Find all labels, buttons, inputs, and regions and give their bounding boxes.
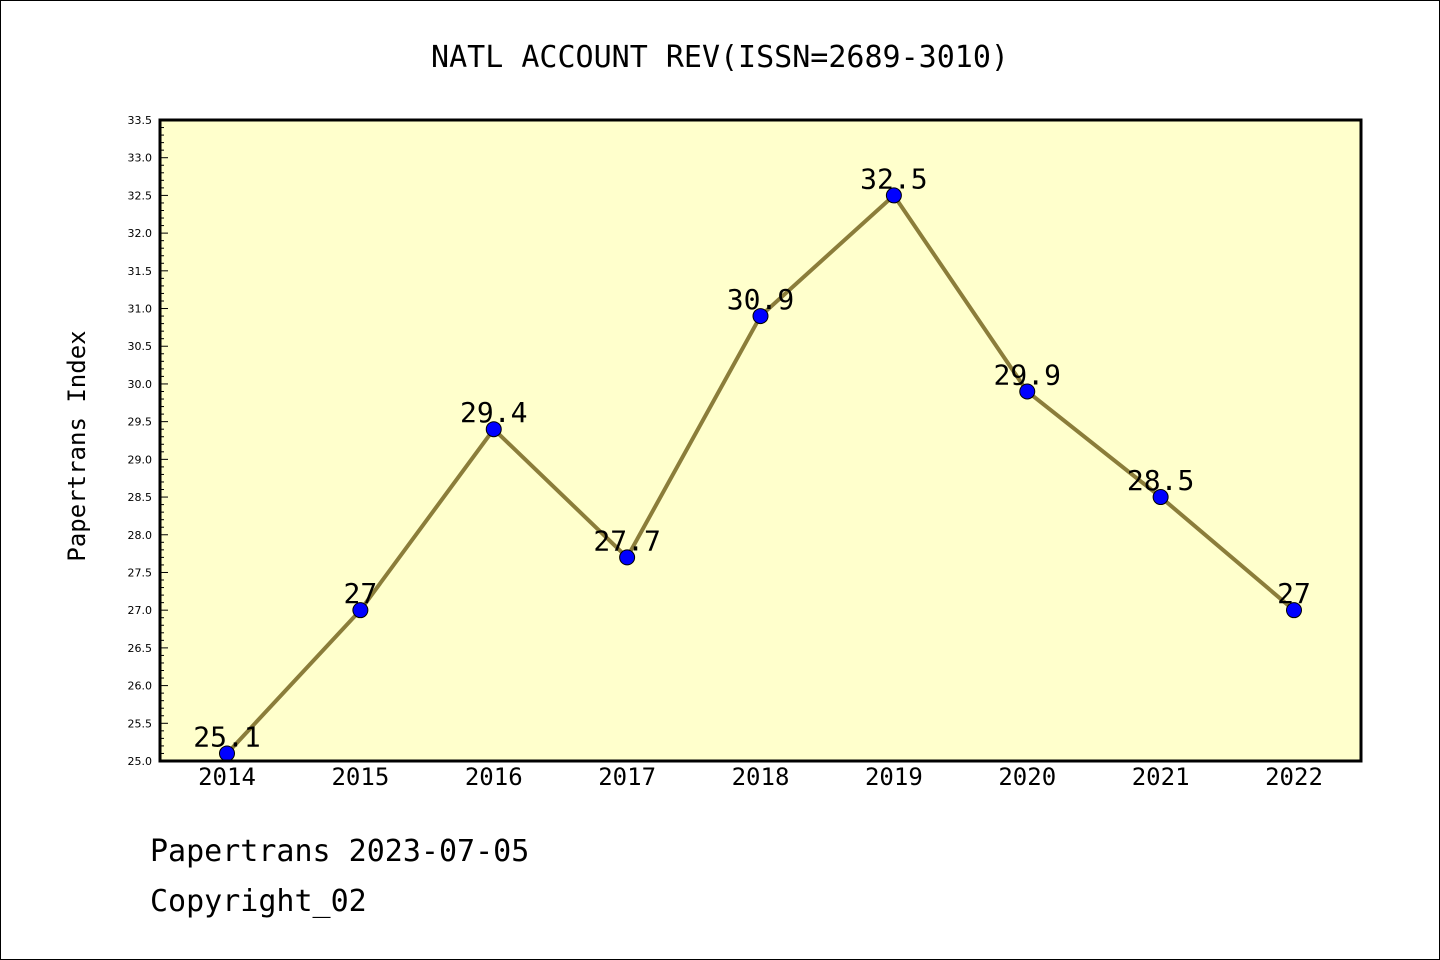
y-tick-label: 28.5 bbox=[128, 491, 153, 504]
data-point bbox=[1286, 602, 1302, 619]
y-tick-label: 33.0 bbox=[128, 152, 153, 165]
x-tick-label: 2016 bbox=[465, 763, 523, 791]
y-tick-label: 27.5 bbox=[128, 566, 153, 579]
data-point bbox=[619, 549, 636, 566]
x-tick-label: 2018 bbox=[732, 763, 790, 791]
y-tick-label: 31.5 bbox=[128, 265, 153, 278]
data-label: 32.5 bbox=[860, 162, 927, 195]
data-label: 25.1 bbox=[193, 720, 260, 753]
x-tick-label: 2020 bbox=[998, 763, 1056, 791]
data-point bbox=[752, 308, 769, 325]
data-point bbox=[1152, 489, 1169, 506]
y-tick-label: 32.5 bbox=[128, 189, 153, 202]
y-tick-label: 29.5 bbox=[128, 416, 153, 429]
plot-area bbox=[160, 120, 1361, 761]
data-point bbox=[352, 602, 369, 619]
data-label: 27 bbox=[344, 577, 378, 610]
data-point bbox=[485, 421, 502, 438]
y-tick-label: 26.0 bbox=[128, 680, 153, 693]
y-tick-label: 25.5 bbox=[128, 717, 153, 730]
y-tick-label: 29.0 bbox=[128, 453, 153, 466]
plot-border bbox=[158, 118, 1363, 763]
x-tick-label: 2021 bbox=[1132, 763, 1190, 791]
data-label: 28.5 bbox=[1127, 464, 1194, 497]
x-tick-label: 2015 bbox=[331, 763, 389, 791]
x-tick-label: 2014 bbox=[198, 763, 256, 791]
x-tick-label: 2019 bbox=[865, 763, 923, 791]
chart-title: NATL ACCOUNT REV(ISSN=2689-3010) bbox=[431, 40, 1009, 75]
footer-date-text: Papertrans 2023-07-05 bbox=[150, 834, 530, 869]
x-tick-label: 2022 bbox=[1265, 763, 1323, 791]
y-axis-label: Papertrans Index bbox=[63, 330, 91, 561]
data-label: 27.7 bbox=[593, 524, 660, 557]
y-tick-label: 28.0 bbox=[128, 529, 153, 542]
data-markers bbox=[219, 187, 1302, 762]
y-tick-label: 33.5 bbox=[128, 114, 153, 127]
y-tick-label: 30.0 bbox=[128, 378, 153, 391]
data-label: 27 bbox=[1277, 577, 1311, 610]
x-tick-label: 2017 bbox=[598, 763, 656, 791]
y-tick-label: 31.0 bbox=[128, 303, 153, 316]
y-tick-label: 27.0 bbox=[128, 604, 153, 617]
y-tick-labels: 25.0 25.5 26.0 26.5 27.0 27.5 28.0 28.5 29.0 29.5… bbox=[128, 114, 153, 768]
data-point bbox=[1019, 383, 1036, 400]
y-tick-label: 26.5 bbox=[128, 642, 153, 655]
data-label: 29.9 bbox=[994, 358, 1061, 391]
y-tick-label: 32.0 bbox=[128, 227, 153, 240]
y-tick-label: 25.0 bbox=[128, 755, 153, 768]
data-point bbox=[885, 187, 902, 204]
data-label: 29.4 bbox=[460, 396, 527, 429]
y-tick-label: 30.5 bbox=[128, 340, 153, 353]
x-tick-labels: 2014 2015 2016 2017 2018 2019 2020 2021 2022 bbox=[198, 763, 1323, 791]
data-label: 30.9 bbox=[727, 283, 794, 316]
data-labels: 25.1 27 29.4 27.7 30.9 32.5 29.9 28.5 27 bbox=[193, 162, 1311, 753]
footer-copyright-text: Copyright_02 bbox=[150, 884, 367, 919]
